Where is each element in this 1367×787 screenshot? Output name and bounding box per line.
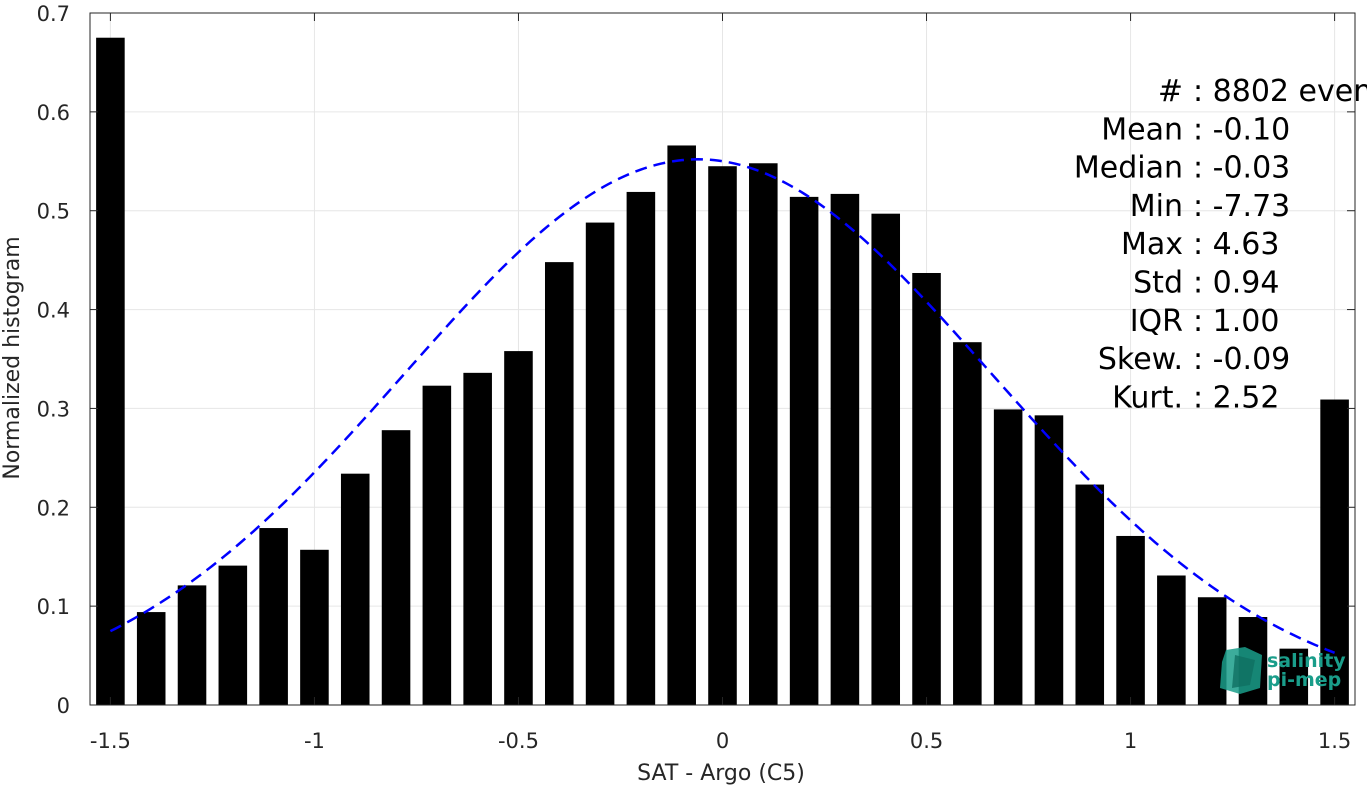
y-tick-label: 0.7	[37, 2, 70, 26]
histogram-bar	[381, 430, 411, 705]
y-tick-label: 0.6	[37, 101, 70, 125]
histogram-bar	[544, 262, 574, 705]
histogram-bar	[136, 612, 166, 705]
stats-label: Max	[1121, 227, 1183, 262]
y-tick-label: 0.3	[37, 397, 70, 421]
histogram-bar	[871, 213, 901, 705]
x-tick-label: -1.5	[90, 729, 131, 753]
y-tick-label: 0.2	[37, 496, 70, 520]
histogram-bar	[749, 163, 778, 705]
histogram-bar	[1320, 399, 1349, 705]
y-tick-labels: 0 0.1 0.2 0.3 0.4 0.5 0.6 0.7	[37, 2, 70, 718]
histogram-bar	[259, 528, 288, 705]
stats-label: Min	[1130, 189, 1183, 224]
histogram-bar	[96, 37, 125, 705]
x-tick-label: 1.5	[1318, 729, 1351, 753]
bars-group	[96, 37, 1349, 706]
histogram-bar	[830, 193, 860, 705]
histogram-bar	[912, 272, 941, 705]
stats-label: Median	[1074, 151, 1183, 186]
stats-label: #	[1158, 74, 1183, 109]
salinity-pimep-logo: salinity pi-mep	[1220, 647, 1346, 694]
stats-label: Kurt.	[1112, 380, 1183, 415]
histogram-bar	[422, 385, 452, 705]
x-tick-label: 1	[1124, 729, 1137, 753]
x-tick-label: -1	[304, 729, 325, 753]
histogram-bar	[1197, 597, 1227, 705]
histogram-bar	[463, 372, 492, 705]
y-tick-label: 0.5	[37, 200, 70, 224]
stats-value: : -7.73	[1193, 189, 1290, 224]
stats-label: Skew.	[1098, 342, 1183, 377]
histogram-bar	[1034, 415, 1064, 705]
y-tick-label: 0.4	[37, 299, 70, 323]
histogram-bar	[300, 549, 329, 705]
histogram-bar	[340, 473, 370, 705]
histogram-bar	[1279, 648, 1309, 705]
histogram-bar	[993, 409, 1023, 705]
y-axis-label: Normalized histogram	[0, 236, 25, 479]
x-tick-label: 0	[716, 729, 729, 753]
histogram-bar	[585, 222, 615, 705]
stats-label: Mean	[1101, 112, 1183, 147]
histogram-bar	[626, 191, 656, 706]
statistics-box: # : 8802 events Mean : -0.10 Median : -0.03 M…	[1074, 74, 1367, 415]
x-tick-labels: -1.5 -1 -0.5 0 0.5 1 1.5	[90, 729, 1351, 753]
histogram-bar	[789, 196, 819, 706]
x-axis-label: SAT - Argo (C5)	[637, 761, 805, 786]
stats-label: Std	[1133, 266, 1183, 301]
stats-value: : -0.10	[1193, 112, 1290, 147]
stats-value: : 1.00	[1193, 304, 1279, 339]
x-tick-label: -0.5	[498, 729, 539, 753]
tick-marks	[90, 12, 1355, 706]
histogram-bar	[1157, 575, 1186, 705]
logo-shape-facet-icon	[1232, 655, 1255, 688]
histogram-bar	[177, 585, 207, 705]
stats-value: : -0.09	[1193, 342, 1290, 377]
y-tick-label: 0	[57, 694, 70, 718]
histogram-bar	[504, 351, 533, 705]
y-tick-label: 0.1	[37, 595, 70, 619]
stats-value: : 4.63	[1193, 227, 1279, 262]
x-tick-label: 0.5	[910, 729, 943, 753]
histogram-bar	[1116, 535, 1145, 705]
stats-label: IQR	[1130, 304, 1183, 339]
histogram-bar	[953, 342, 982, 705]
stats-value: : 2.52	[1193, 380, 1279, 415]
stats-value: : 0.94	[1193, 266, 1279, 301]
histogram-bar	[708, 166, 737, 705]
histogram-bar	[1075, 484, 1105, 705]
stats-value: : -0.03	[1193, 151, 1290, 186]
histogram-bar	[667, 145, 696, 705]
histogram-bar	[218, 565, 248, 705]
logo-line1: salinity	[1267, 650, 1346, 672]
logo-line2: pi-mep	[1267, 669, 1341, 691]
stats-value: : 8802 events	[1193, 74, 1367, 109]
